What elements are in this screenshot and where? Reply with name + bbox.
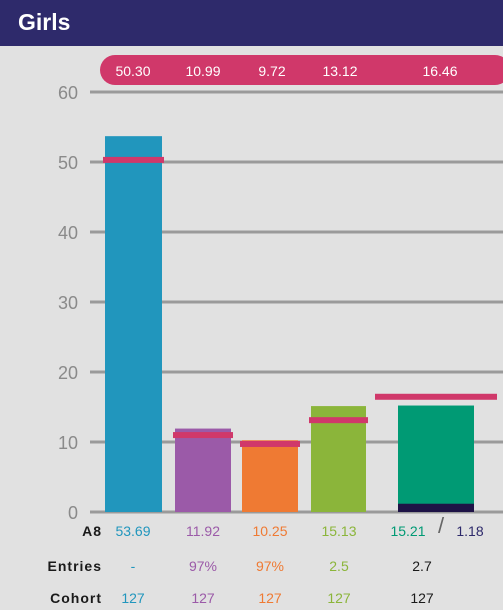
chart-title: Girls xyxy=(18,9,71,35)
header-bar: Girls xyxy=(0,0,503,46)
table-cell: 53.69 xyxy=(115,523,151,539)
table-cell: 10.25 xyxy=(252,523,288,539)
bar-2 xyxy=(175,428,231,512)
bar-5 xyxy=(398,405,474,512)
benchmark-label-1: 50.30 xyxy=(115,63,150,79)
table-cell: 127 xyxy=(410,590,434,606)
table-cell: 127 xyxy=(258,590,282,606)
y-tick-label-20: 20 xyxy=(58,363,78,383)
benchmark-label-4: 13.12 xyxy=(322,63,357,79)
benchmark-label-2: 10.99 xyxy=(185,63,220,79)
bar-3 xyxy=(242,440,298,512)
table-cell: 15.21 xyxy=(390,523,426,539)
table-cell: 11.92 xyxy=(186,523,220,539)
benchmark-marker-3 xyxy=(240,440,300,447)
y-tick-label-50: 50 xyxy=(58,153,78,173)
table-row-label: A8 xyxy=(82,523,102,539)
bar-stacked-segment xyxy=(398,503,474,512)
y-tick-label-0: 0 xyxy=(68,503,78,523)
table-cell-extra: 1.18 xyxy=(456,523,484,539)
benchmark-pill xyxy=(100,55,503,85)
table-row-label: Entries xyxy=(47,558,102,574)
y-tick-label-10: 10 xyxy=(58,433,78,453)
y-tick-label-60: 60 xyxy=(58,83,78,103)
bar-4 xyxy=(311,406,366,512)
benchmark-marker-1 xyxy=(103,156,164,163)
table-cell: 127 xyxy=(121,590,145,606)
table-cell: 127 xyxy=(191,590,215,606)
table-cell: 15.13 xyxy=(321,523,357,539)
y-tick-label-40: 40 xyxy=(58,223,78,243)
bar-1 xyxy=(105,136,162,513)
benchmark-marker-2 xyxy=(173,432,233,439)
table-cell: 97% xyxy=(188,558,218,574)
table-slash: / xyxy=(438,513,445,538)
table-cell: 127 xyxy=(327,590,351,606)
benchmark-marker-4 xyxy=(309,417,368,424)
table-cell: 2.7 xyxy=(412,558,432,574)
benchmark-marker-5 xyxy=(375,393,497,400)
table-cell: 97% xyxy=(255,558,285,574)
benchmark-label-5: 16.46 xyxy=(422,63,457,79)
benchmark-label-3: 9.72 xyxy=(258,63,285,79)
y-tick-label-30: 30 xyxy=(58,293,78,313)
table-row-label: Cohort xyxy=(50,590,102,606)
table-cell: 2.5 xyxy=(329,558,349,574)
table-cell: - xyxy=(130,558,136,574)
